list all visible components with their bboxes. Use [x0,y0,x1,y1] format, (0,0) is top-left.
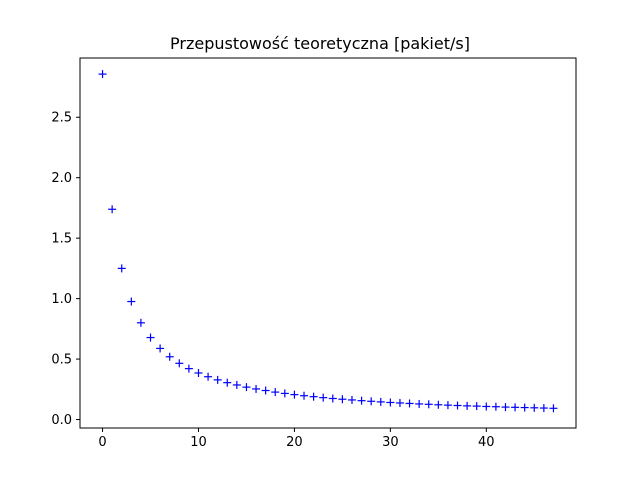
data-point [482,402,491,411]
data-series [98,70,558,413]
data-point [453,401,462,410]
data-point [223,378,232,387]
data-point [213,375,222,384]
data-point [117,264,126,273]
data-point [204,372,213,381]
y-tick-label: 0.0 [51,413,72,428]
data-point [367,397,376,406]
data-point [443,401,452,410]
data-point [549,404,558,413]
data-point [165,352,174,361]
data-point [194,368,203,377]
data-point [280,389,289,398]
data-point [539,404,548,413]
data-point [491,402,500,411]
x-tick-label: 10 [190,435,207,450]
data-point [309,392,318,401]
data-point [242,383,251,392]
data-point [98,70,107,79]
data-point [463,401,472,410]
data-point [127,297,136,306]
y-tick-label: 0.5 [51,353,72,368]
data-point [376,397,385,406]
data-point [347,395,356,404]
plot-area-frame [79,57,577,429]
data-point [386,398,395,407]
data-point [252,384,261,393]
data-point [328,394,337,403]
data-point [511,403,520,412]
data-point [520,403,529,412]
data-point [424,400,433,409]
data-point [232,380,241,389]
data-point [290,390,299,399]
data-point [501,403,510,412]
data-point [156,344,165,353]
x-tick-label: 30 [382,435,399,450]
data-point [184,364,193,373]
data-point [108,205,117,214]
data-point [136,318,145,327]
y-axis: 0.0 0.5 1.0 1.5 2.0 2.5 [51,111,80,428]
y-tick-label: 1.5 [51,232,72,247]
y-tick-label: 2.0 [51,171,72,186]
data-point [146,333,155,342]
data-point [530,403,539,412]
y-tick-label: 2.5 [51,111,72,126]
data-point [472,402,481,411]
data-point [261,386,270,395]
data-point [319,393,328,402]
x-axis: 0 10 20 30 40 [98,428,495,450]
data-point [395,398,404,407]
data-point [175,359,184,368]
data-point [415,399,424,408]
data-point [338,395,347,404]
y-tick-label: 1.0 [51,292,72,307]
data-point [357,396,366,405]
x-tick-label: 0 [98,435,106,450]
x-tick-label: 40 [478,435,495,450]
data-point [434,400,443,409]
data-point [405,399,414,408]
data-point [271,388,280,397]
x-tick-label: 20 [286,435,303,450]
chart-title: Przepustowość teoretyczna [pakiet/s] [170,34,470,53]
data-point [300,391,309,400]
